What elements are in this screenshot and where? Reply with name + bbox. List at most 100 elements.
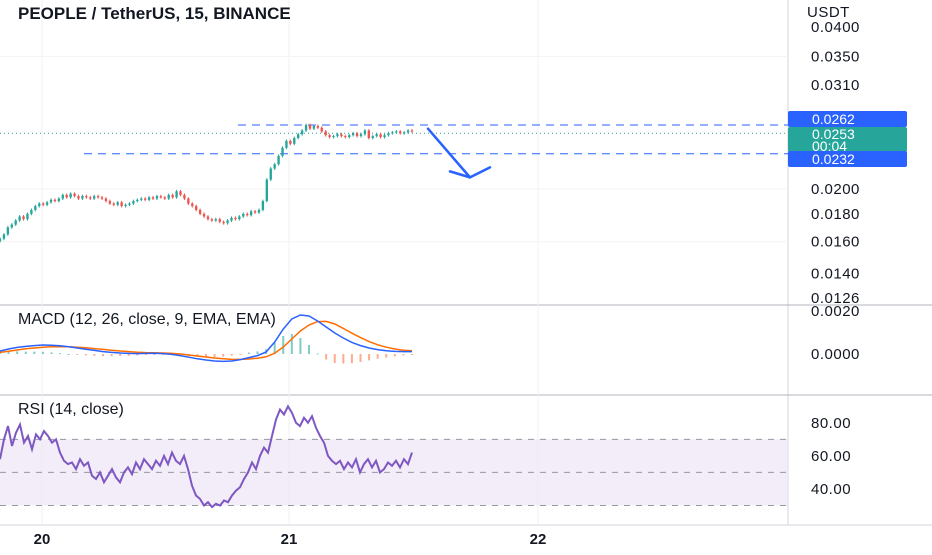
- candle-body: [144, 198, 147, 200]
- candle-body: [167, 194, 170, 199]
- macd-histogram-bar: [325, 354, 328, 360]
- macd-histogram-bar: [162, 354, 165, 355]
- candle-body: [336, 134, 339, 137]
- macd-histogram-bar: [127, 354, 130, 356]
- candle-body: [0, 238, 2, 242]
- candle-body: [308, 125, 312, 129]
- date-tick-label: 20: [34, 531, 51, 548]
- candle-body: [132, 201, 135, 204]
- candle-body: [379, 134, 382, 138]
- macd-histogram-bar: [368, 354, 371, 361]
- candle-body: [108, 201, 112, 204]
- candle-body: [77, 196, 80, 199]
- macd-histogram-bar: [67, 354, 70, 355]
- candle-body: [183, 194, 186, 199]
- candle-body: [316, 125, 320, 128]
- macd-histogram-bar: [239, 354, 242, 355]
- candle-body: [234, 217, 237, 220]
- macd-histogram-bar: [402, 354, 405, 356]
- currency-label: USDT: [807, 4, 850, 21]
- macd-histogram-bar: [153, 354, 156, 355]
- macd-histogram-bar: [393, 354, 396, 357]
- rsi-tick-label: 80.00: [811, 415, 851, 432]
- candle-body: [14, 220, 17, 225]
- candle-body: [363, 130, 367, 135]
- price-tick-label: 0.0350: [811, 49, 860, 66]
- macd-histogram-bar: [7, 351, 10, 354]
- rsi-title: RSI (14, close): [18, 401, 124, 418]
- candle-body: [124, 204, 127, 207]
- candle-body: [351, 133, 355, 136]
- candle-body: [155, 196, 159, 199]
- candle-body: [57, 198, 61, 202]
- candles: [0, 123, 414, 243]
- macd-histogram-bar: [102, 354, 104, 357]
- candle-body: [2, 234, 6, 239]
- candle-body: [312, 125, 316, 129]
- candle-body: [61, 194, 64, 199]
- candle-body: [261, 201, 265, 210]
- macd-histogram-bar: [93, 354, 96, 356]
- price-tick-label: 0.0200: [811, 181, 860, 198]
- candle-body: [22, 216, 25, 220]
- candle-body: [10, 224, 13, 228]
- macd-histogram-bar: [41, 351, 44, 354]
- macd-histogram-bar: [350, 354, 353, 364]
- time-axis[interactable]: 20 21 22: [34, 531, 547, 548]
- candle-body: [96, 196, 100, 198]
- arrow-annotation[interactable]: [426, 127, 492, 179]
- candle-body: [249, 211, 253, 216]
- macd-histogram-bar: [273, 342, 276, 354]
- current-price-tag-bg: [788, 127, 907, 152]
- candle-body: [49, 199, 53, 203]
- candle-body: [391, 132, 394, 134]
- candle-body: [269, 168, 272, 180]
- upper-level-tag: 0.0262: [788, 111, 907, 127]
- candle-body: [218, 219, 221, 222]
- candle-body: [281, 147, 284, 156]
- arrow-head: [448, 166, 492, 179]
- price-tick-label: 0.0126: [811, 290, 860, 307]
- candle-body: [163, 197, 166, 199]
- macd-histogram-bar: [24, 351, 27, 354]
- candle-body: [45, 202, 49, 205]
- candle-body: [195, 206, 198, 210]
- candle-body: [297, 134, 300, 139]
- macd-histogram-bar: [0, 352, 1, 354]
- lower-level-tag-bg: [788, 151, 907, 167]
- candle-body: [230, 217, 233, 221]
- candle-body: [293, 138, 296, 144]
- candle-body: [324, 131, 327, 136]
- rsi-line: [0, 404, 413, 509]
- date-tick-label: 21: [281, 531, 298, 548]
- candle-body: [159, 196, 163, 198]
- candle-body: [226, 220, 229, 224]
- candle-body: [222, 221, 225, 224]
- macd-histogram-bar: [247, 352, 250, 354]
- candle-body: [85, 196, 88, 198]
- candle-body: [120, 202, 123, 207]
- macd-histogram-bar: [84, 354, 87, 356]
- macd-histogram-bar: [359, 354, 362, 362]
- candle-body: [206, 216, 210, 220]
- price-levels: [0, 124, 788, 155]
- candle-body: [359, 134, 363, 137]
- macd-histogram-bar: [342, 354, 345, 364]
- candle-body: [253, 211, 257, 213]
- candle-body: [210, 219, 214, 221]
- rsi-tick-label: 40.00: [811, 481, 851, 498]
- candle-body: [116, 202, 119, 205]
- candle-body: [18, 216, 21, 221]
- candle-body: [128, 203, 131, 205]
- candle-body: [277, 155, 280, 165]
- price-axis[interactable]: 0.0400 0.0350 0.0310 0.0200 0.0180 0.0160 0.01…: [811, 19, 860, 498]
- price-tick-label: 0.0310: [811, 77, 860, 94]
- price-tick-label: 0.0160: [811, 234, 860, 251]
- macd-histogram-bar: [316, 353, 319, 355]
- date-tick-label: 22: [530, 531, 547, 548]
- macd-histogram-bar: [376, 354, 379, 359]
- candle-body: [30, 209, 33, 214]
- macd-histogram-bar: [59, 353, 62, 355]
- candle-body: [198, 209, 202, 214]
